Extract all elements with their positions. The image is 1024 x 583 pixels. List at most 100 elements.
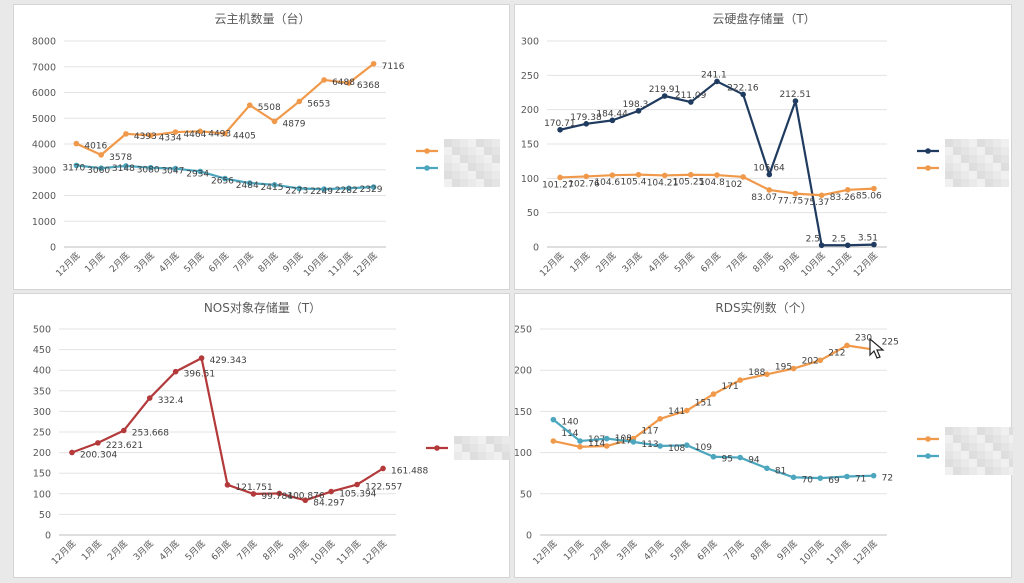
data-point: [710, 453, 717, 460]
x-tick-label: 11月底: [824, 538, 853, 567]
x-tick-label: 1月底: [561, 538, 586, 563]
data-label: 4016: [84, 142, 107, 152]
data-point: [630, 439, 637, 445]
x-tick-label: 12月底: [360, 538, 389, 567]
x-tick-label: 4月底: [157, 538, 182, 563]
data-label: 7116: [382, 62, 405, 72]
data-point: [198, 355, 205, 361]
data-point: [550, 438, 557, 444]
x-tick-label: 10月底: [308, 538, 337, 567]
data-point: [321, 77, 327, 83]
data-label: 4464: [183, 130, 206, 140]
y-tick-label: 50: [527, 208, 539, 219]
data-point: [766, 171, 773, 178]
chart-title: NOS对象存储量（T）: [204, 300, 321, 315]
data-label: 3170: [62, 163, 85, 173]
x-tick-label: 9月底: [774, 538, 799, 563]
data-label: 171: [722, 382, 739, 392]
data-point: [790, 365, 797, 372]
data-label: 69: [828, 476, 840, 486]
data-point: [246, 180, 253, 186]
legend-marker: [434, 445, 440, 451]
y-tick-label: 0: [526, 531, 532, 542]
data-label: 70: [802, 475, 814, 485]
data-point: [354, 481, 360, 488]
x-tick-label: 3月底: [131, 538, 156, 563]
data-label: 113: [641, 440, 658, 450]
data-point: [197, 128, 204, 135]
y-tick-label: 50: [520, 489, 532, 500]
data-label: 2934: [186, 169, 209, 179]
x-tick-label: 6月底: [694, 538, 719, 563]
x-tick-label: 3月底: [619, 250, 644, 275]
x-tick-label: 2月底: [105, 538, 130, 563]
data-label: 83.07: [751, 193, 777, 203]
x-tick-label: 12月底: [537, 250, 566, 279]
data-point: [123, 131, 129, 137]
data-point: [296, 98, 303, 105]
y-tick-label: 0: [45, 531, 51, 542]
y-tick-label: 350: [33, 386, 51, 397]
data-label: 195: [775, 362, 792, 372]
legend-marker: [925, 165, 931, 171]
y-tick-label: 300: [33, 407, 51, 418]
x-tick-label: 2月底: [593, 250, 618, 275]
data-point: [609, 117, 616, 124]
x-tick-label: 8月底: [255, 250, 280, 275]
data-point: [224, 482, 231, 488]
data-point: [661, 93, 668, 99]
data-label: 3578: [109, 153, 132, 163]
data-point: [370, 60, 377, 67]
data-label: 77.75: [777, 197, 803, 207]
data-label: 3080: [137, 166, 160, 176]
y-tick-label: 6000: [32, 88, 56, 99]
y-tick-label: 150: [515, 407, 532, 418]
y-tick-label: 150: [521, 140, 539, 151]
data-label: 200.304: [80, 450, 117, 460]
data-label: 100.876: [287, 491, 324, 501]
x-tick-label: 8月底: [750, 250, 775, 275]
data-label: 104.6: [594, 178, 620, 188]
data-point: [714, 172, 720, 178]
data-label: 184.44: [596, 109, 628, 119]
data-point: [577, 438, 583, 444]
x-tick-label: 12月底: [850, 538, 879, 567]
data-point: [222, 130, 228, 137]
data-point: [271, 118, 278, 125]
data-label: 2.5: [832, 234, 846, 244]
data-point: [147, 132, 154, 139]
chart-title: 云硬盘存储量（T）: [712, 11, 815, 26]
x-tick-label: 7月底: [234, 538, 259, 563]
x-tick-label: 9月底: [280, 250, 305, 275]
data-label: 4493: [208, 129, 231, 139]
data-label: 151: [695, 399, 712, 409]
data-point: [603, 443, 610, 449]
data-label: 6488: [332, 78, 355, 88]
data-point: [302, 497, 309, 504]
data-label: 2656: [211, 177, 234, 187]
data-point: [764, 371, 770, 378]
data-point: [246, 102, 253, 108]
x-tick-label: 2月底: [107, 250, 132, 275]
data-label: 219.91: [649, 85, 681, 95]
data-label: 212.51: [779, 90, 811, 100]
data-point: [73, 162, 80, 169]
data-point: [737, 377, 743, 383]
legend-marker: [925, 148, 931, 154]
x-tick-label: 12月底: [350, 250, 379, 279]
data-point: [871, 185, 877, 192]
data-point: [661, 172, 668, 179]
y-tick-label: 150: [33, 469, 51, 480]
data-label: 429.343: [210, 356, 247, 366]
data-point: [792, 98, 799, 104]
data-label: 108: [615, 434, 632, 444]
y-tick-label: 400: [33, 366, 51, 377]
data-point: [635, 171, 642, 178]
data-point: [603, 435, 610, 442]
data-label: 3148: [112, 164, 135, 174]
data-label: 212: [828, 348, 845, 358]
x-tick-label: 11月底: [326, 250, 355, 279]
x-tick-label: 11月底: [825, 250, 854, 279]
